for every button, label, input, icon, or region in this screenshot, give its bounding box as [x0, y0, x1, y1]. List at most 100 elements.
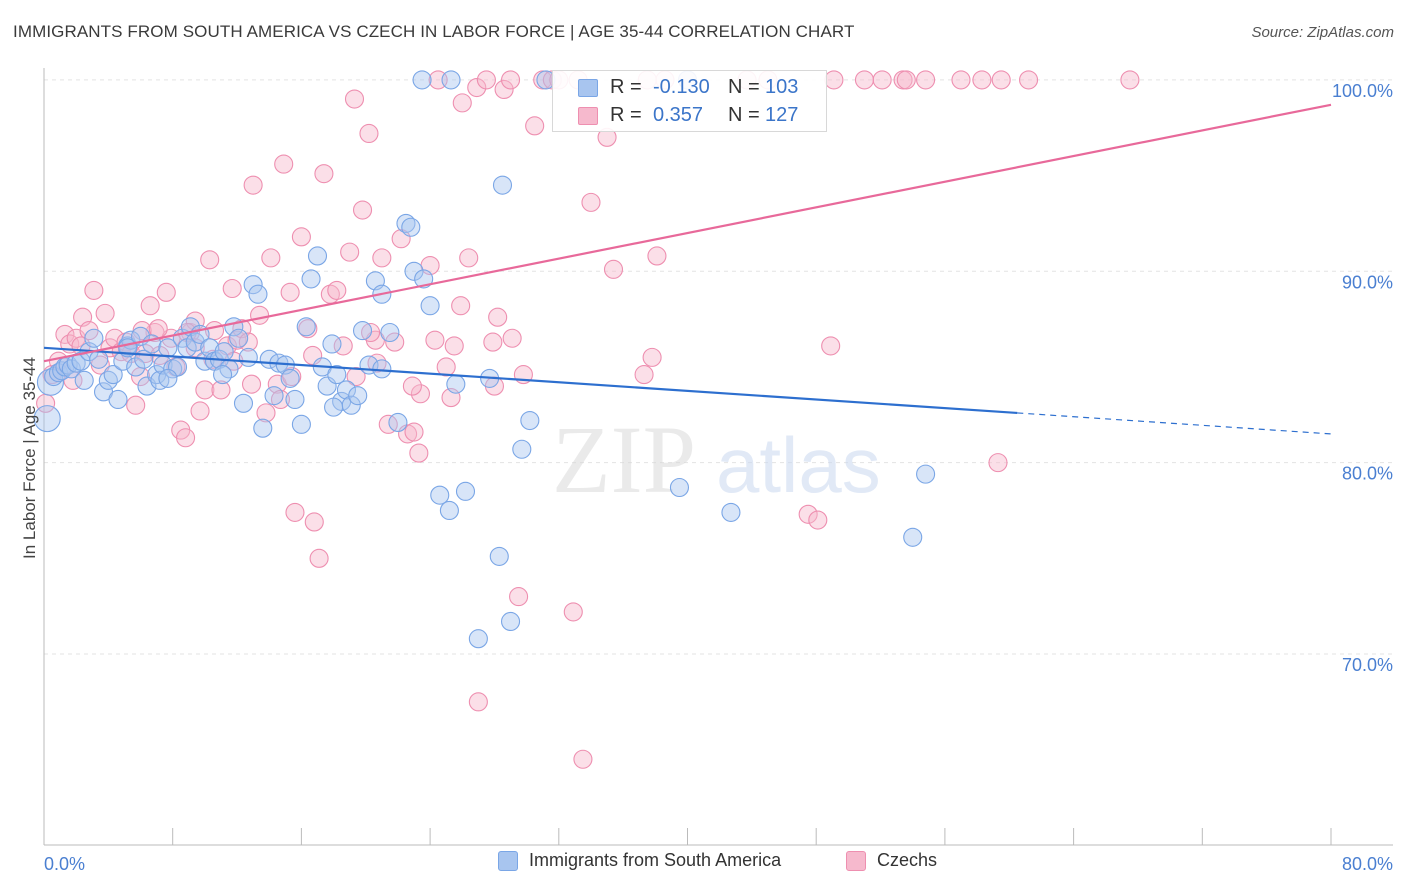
- data-point: [1120, 70, 1140, 90]
- y-axis-label: In Labor Force | Age 35-44: [20, 357, 39, 559]
- data-point: [509, 587, 529, 607]
- data-point: [195, 380, 215, 400]
- x-tick-label: 80.0%: [1342, 854, 1393, 874]
- data-point: [74, 370, 94, 390]
- x-tick-label: 0.0%: [44, 854, 85, 874]
- data-point: [238, 347, 258, 367]
- data-point: [256, 403, 276, 423]
- data-point: [309, 548, 329, 568]
- data-point: [340, 242, 360, 262]
- data-point: [476, 70, 496, 90]
- data-point: [872, 70, 892, 90]
- stats-r-label: R =: [610, 76, 642, 98]
- data-point: [500, 611, 521, 632]
- data-point: [991, 70, 1011, 90]
- data-point: [563, 602, 583, 622]
- data-point: [253, 418, 273, 438]
- data-point: [1019, 70, 1039, 90]
- data-point: [520, 410, 540, 431]
- data-point: [488, 307, 508, 327]
- stats-r-value: 0.357: [653, 104, 704, 126]
- data-point: [285, 389, 305, 410]
- trend-line-south-america-extension: [1017, 412, 1332, 435]
- stats-row-blue: R = -0.130 N = 103: [553, 74, 826, 102]
- data-point: [808, 510, 828, 530]
- data-point: [176, 428, 196, 448]
- data-point: [359, 123, 379, 144]
- data-point: [158, 368, 178, 388]
- data-point: [410, 384, 430, 404]
- data-point: [721, 502, 741, 522]
- data-point: [378, 414, 398, 434]
- data-point: [243, 175, 263, 195]
- data-point: [451, 296, 471, 316]
- y-tick-label: 90.0%: [1342, 272, 1393, 292]
- data-point: [634, 365, 654, 385]
- stats-box: R = -0.130 N = 103 R = 0.357 N = 127: [552, 70, 827, 132]
- data-point: [322, 334, 342, 354]
- data-point: [229, 328, 249, 348]
- data-point: [264, 386, 284, 406]
- stats-n-value: 127: [765, 104, 799, 126]
- stats-n-label: N =: [728, 104, 760, 126]
- data-point: [581, 192, 601, 212]
- data-point: [412, 70, 432, 90]
- data-point: [455, 481, 476, 501]
- data-point: [896, 70, 916, 90]
- data-point: [798, 504, 818, 524]
- data-point: [285, 502, 305, 522]
- data-point: [361, 322, 381, 343]
- tick-labels: 70.0% 80.0% 90.0% 100.0% 0.0% 80.0%: [44, 81, 1393, 874]
- data-point: [372, 359, 392, 379]
- data-point: [512, 439, 532, 459]
- data-point: [352, 321, 373, 341]
- legend-item-south-america[interactable]: Immigrants from South America: [498, 850, 781, 871]
- trend-lines: [43, 103, 1332, 435]
- legend: Immigrants from South America Czechs: [0, 850, 1406, 880]
- data-point: [200, 250, 220, 270]
- data-point: [211, 380, 231, 400]
- data-point: [441, 70, 461, 90]
- watermark: ZIP atlas: [552, 406, 881, 513]
- data-point: [346, 366, 366, 387]
- data-point: [988, 453, 1008, 473]
- data-point: [452, 93, 472, 113]
- data-point: [489, 546, 509, 566]
- trend-line-czechs: [43, 103, 1332, 363]
- data-point: [233, 393, 254, 413]
- data-point: [821, 336, 841, 356]
- data-point: [425, 330, 445, 350]
- data-point: [280, 282, 300, 302]
- trend-line-south-america: [43, 346, 1018, 415]
- legend-label: Czechs: [877, 850, 938, 870]
- data-point: [388, 412, 408, 432]
- data-point: [314, 164, 334, 184]
- data-point: [916, 464, 936, 484]
- data-point: [420, 296, 440, 316]
- data-point: [903, 527, 923, 547]
- data-point: [525, 116, 545, 136]
- data-point: [126, 357, 146, 377]
- data-point: [261, 248, 281, 268]
- data-point: [401, 217, 421, 237]
- watermark-atlas: atlas: [716, 421, 881, 509]
- stats-swatch-pink: [578, 107, 598, 125]
- stats-r-value: -0.130: [653, 76, 710, 98]
- data-point: [84, 280, 104, 300]
- y-tick-label: 100.0%: [1332, 81, 1393, 101]
- data-point: [372, 248, 392, 268]
- legend-item-czechs[interactable]: Czechs: [846, 850, 937, 871]
- source-label: Source: ZipAtlas.com: [1251, 24, 1394, 41]
- data-point: [324, 397, 344, 417]
- data-point: [404, 422, 424, 442]
- data-point: [222, 278, 242, 299]
- legend-swatch-blue: [498, 850, 518, 871]
- data-point: [150, 370, 170, 390]
- data-point: [344, 89, 365, 109]
- stats-row-pink: R = 0.357 N = 127: [553, 102, 826, 130]
- data-point: [95, 303, 115, 323]
- data-point: [274, 154, 294, 174]
- data-point: [446, 374, 466, 394]
- data-point: [213, 365, 233, 385]
- data-point: [459, 248, 479, 268]
